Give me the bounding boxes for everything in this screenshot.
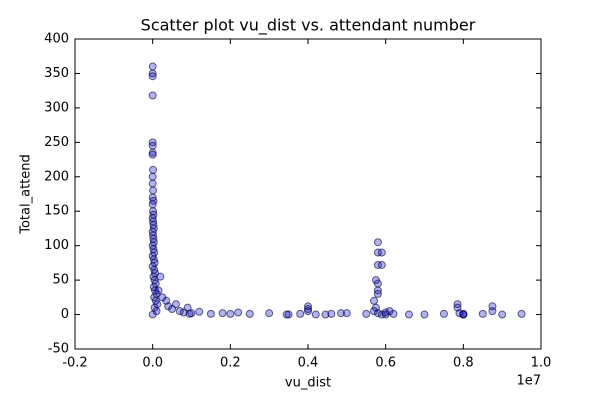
point — [370, 307, 379, 316]
point — [148, 150, 157, 159]
point — [488, 307, 497, 316]
point — [284, 310, 293, 319]
point — [148, 310, 157, 319]
point — [206, 309, 215, 318]
point — [321, 310, 330, 319]
point — [385, 307, 394, 316]
point — [478, 309, 487, 318]
point — [362, 309, 371, 318]
point — [148, 91, 157, 100]
point — [148, 172, 157, 181]
point — [311, 310, 320, 319]
x-tick-label: 0.6 — [375, 356, 396, 371]
point — [265, 309, 274, 318]
x-tick-label: -0.2 — [62, 356, 87, 371]
y-tick-label: 200 — [44, 169, 69, 184]
x-offset-label: 1e7 — [516, 374, 541, 389]
point — [459, 309, 468, 318]
point — [148, 200, 157, 209]
point — [218, 309, 227, 318]
point — [234, 308, 243, 317]
chart-title: Scatter plot vu_dist vs. attendant numbe… — [141, 16, 476, 36]
y-axis-label: Total_attend — [19, 154, 34, 235]
point — [148, 69, 157, 78]
point — [404, 310, 413, 319]
point — [245, 309, 254, 318]
point — [373, 238, 382, 247]
y-tick-label: 0 — [61, 307, 69, 322]
point — [171, 300, 180, 309]
point — [282, 310, 291, 319]
x-axis-label: vu_dist — [285, 376, 331, 391]
point — [304, 307, 312, 316]
point — [148, 141, 157, 150]
point — [370, 296, 379, 305]
point — [226, 309, 235, 318]
point — [420, 310, 429, 319]
point — [148, 62, 157, 71]
point — [148, 179, 157, 188]
y-tick-label: 100 — [44, 238, 69, 253]
y-tick-label: 250 — [44, 135, 69, 150]
point — [377, 310, 386, 319]
point — [327, 309, 336, 318]
point — [148, 72, 157, 81]
point — [439, 309, 448, 318]
y-tick-label: 300 — [44, 100, 69, 115]
point — [337, 309, 346, 318]
x-tick-label: 1.0 — [531, 356, 552, 371]
point — [373, 289, 382, 298]
y-tick-label: -50 — [48, 342, 69, 357]
y-tick-label: 400 — [44, 32, 69, 47]
point — [517, 309, 526, 318]
y-tick-label: 50 — [52, 273, 69, 288]
point — [148, 148, 157, 157]
point — [195, 307, 204, 316]
point — [377, 248, 386, 257]
point — [304, 305, 312, 314]
x-tick-label: 0.8 — [453, 356, 474, 371]
point — [296, 309, 305, 318]
x-tick-label: 0.2 — [220, 356, 241, 371]
point — [373, 279, 382, 288]
point — [149, 186, 158, 195]
point — [149, 165, 158, 174]
point — [342, 309, 351, 318]
point — [498, 310, 507, 319]
y-tick-label: 350 — [44, 66, 69, 81]
point — [156, 272, 165, 281]
x-tick-label: 0.4 — [298, 356, 319, 371]
x-tick-label: 0.0 — [142, 356, 163, 371]
point — [154, 286, 163, 295]
plot-frame — [74, 38, 542, 350]
point — [185, 309, 194, 318]
point — [373, 260, 382, 269]
y-tick-label: 150 — [44, 204, 69, 219]
